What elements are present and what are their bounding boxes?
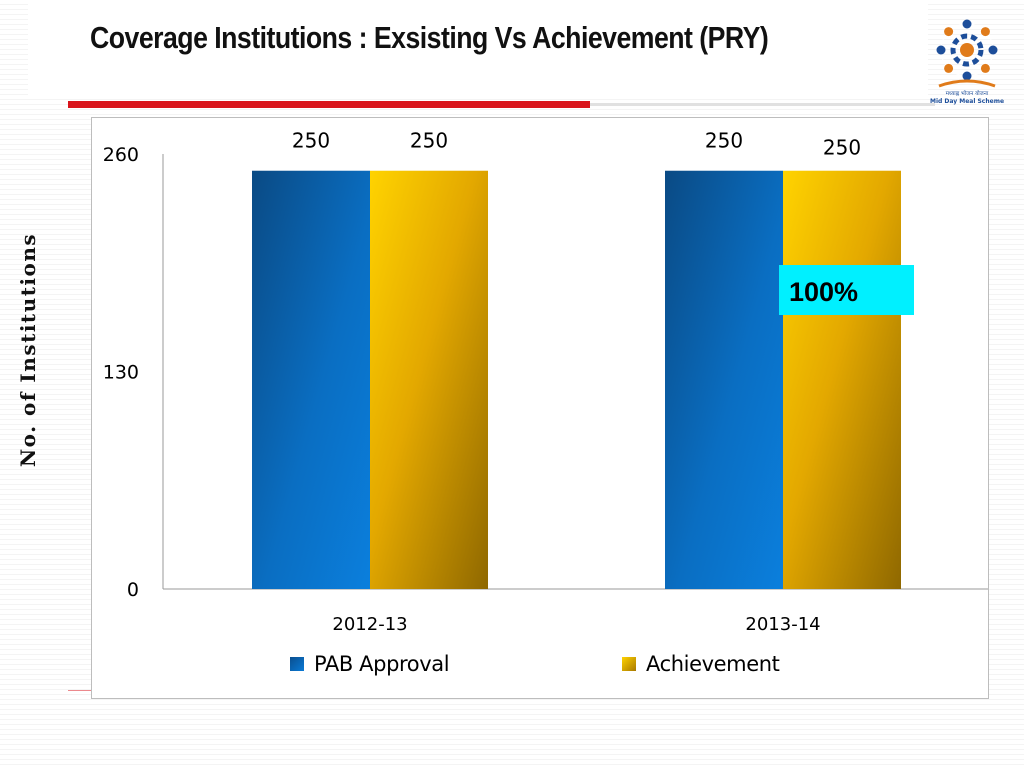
- achievement-callout: 100%: [779, 265, 914, 315]
- legend-swatch-achievement: [622, 657, 636, 671]
- data-label: 250: [705, 129, 743, 153]
- header-accent-rule: [68, 101, 590, 108]
- y-tick-label: 0: [127, 579, 139, 601]
- header-rule-grey: [590, 103, 935, 106]
- legend-label-achievement: Achievement: [646, 652, 780, 676]
- legend-item-pab-approval: PAB Approval: [290, 650, 450, 678]
- data-label: 250: [410, 129, 448, 153]
- legend-label-pab-approval: PAB Approval: [314, 652, 450, 676]
- data-label: 250: [823, 136, 861, 160]
- bar-achievement-2013-14: [783, 170, 901, 589]
- legend-item-achievement: Achievement: [622, 650, 780, 678]
- bar-pab-approval-2013-14: [665, 170, 783, 589]
- mid-day-meal-logo: मध्याह्न भोजन योजना Mid Day Meal Scheme: [930, 19, 1004, 105]
- slide-title: Coverage Institutions : Exsisting Vs Ach…: [90, 20, 769, 55]
- logo-text-hindi: मध्याह्न भोजन योजना: [946, 90, 989, 97]
- logo-book-icon: [938, 79, 996, 88]
- x-tick-label: 2012-13: [332, 614, 407, 635]
- y-tick-label: 260: [103, 144, 139, 166]
- bar-pab-approval-2012-13: [252, 170, 370, 589]
- data-label: 250: [292, 129, 330, 153]
- footer-accent-rule: [68, 690, 92, 691]
- y-tick-label: 130: [103, 362, 139, 384]
- legend-swatch-pab-approval: [290, 657, 304, 671]
- logo-text-english: Mid Day Meal Scheme: [930, 98, 1004, 105]
- logo-people-ring-icon: [936, 19, 998, 81]
- x-tick-label: 2013-14: [745, 614, 820, 635]
- bar-achievement-2012-13: [370, 170, 488, 589]
- title-band: [28, 0, 928, 98]
